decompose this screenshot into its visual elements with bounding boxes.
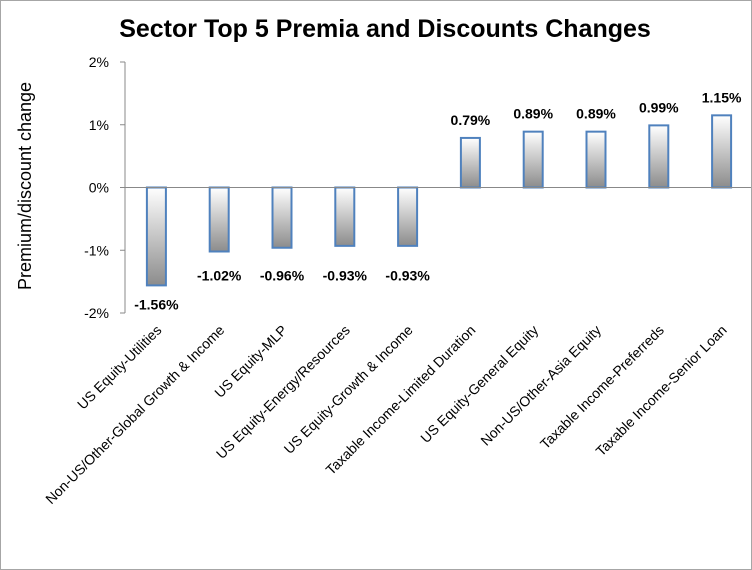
bar — [585, 130, 607, 189]
data-label: 0.89% — [513, 106, 553, 122]
data-label: 0.79% — [451, 112, 491, 128]
x-tick-label: Taxable Income-Preferreds — [537, 322, 667, 452]
data-labels-group: -1.56% -1.02% -0.96% -0.93% -0.93% 0.79% 0.89%… — [134, 89, 742, 312]
y-tick-label: 2% — [89, 54, 109, 70]
data-label: -1.02% — [197, 268, 242, 284]
data-label: 1.15% — [702, 89, 742, 105]
y-tick-label: -2% — [84, 305, 109, 321]
bar — [145, 186, 167, 287]
y-tick-label: -1% — [84, 242, 109, 258]
y-tick-label: 1% — [89, 117, 109, 133]
data-label: -0.93% — [385, 268, 430, 284]
data-label: 0.99% — [639, 99, 679, 115]
bar — [522, 130, 544, 189]
bar — [208, 186, 230, 253]
bar — [711, 114, 733, 189]
bar — [271, 186, 293, 249]
x-tick-label: US Equity-Growth & Income — [281, 322, 416, 457]
bar — [397, 186, 419, 247]
data-label: -0.93% — [323, 268, 368, 284]
data-label: -1.56% — [134, 296, 179, 312]
x-tick-label: Taxable Income-Senior Loan — [592, 322, 729, 459]
x-tick-label: US Equity-General Equity — [417, 322, 541, 446]
chart-title: Sector Top 5 Premia and Discounts Change… — [119, 15, 651, 43]
data-label: 0.89% — [576, 106, 616, 122]
x-tick-label: US Equity-Energy/Resources — [213, 322, 353, 462]
bar — [648, 124, 670, 189]
bar — [334, 186, 356, 247]
bar — [459, 136, 481, 189]
data-label: -0.96% — [260, 268, 305, 284]
x-tick-label: Non-US/Other-Asia Equity — [477, 322, 604, 449]
bars-group — [145, 114, 733, 287]
y-tick-label: 0% — [89, 180, 109, 196]
y-axis-label: Premium/discount change — [15, 82, 35, 290]
y-axis-ticks: 2% 1% 0% -1% -2% — [84, 54, 125, 321]
